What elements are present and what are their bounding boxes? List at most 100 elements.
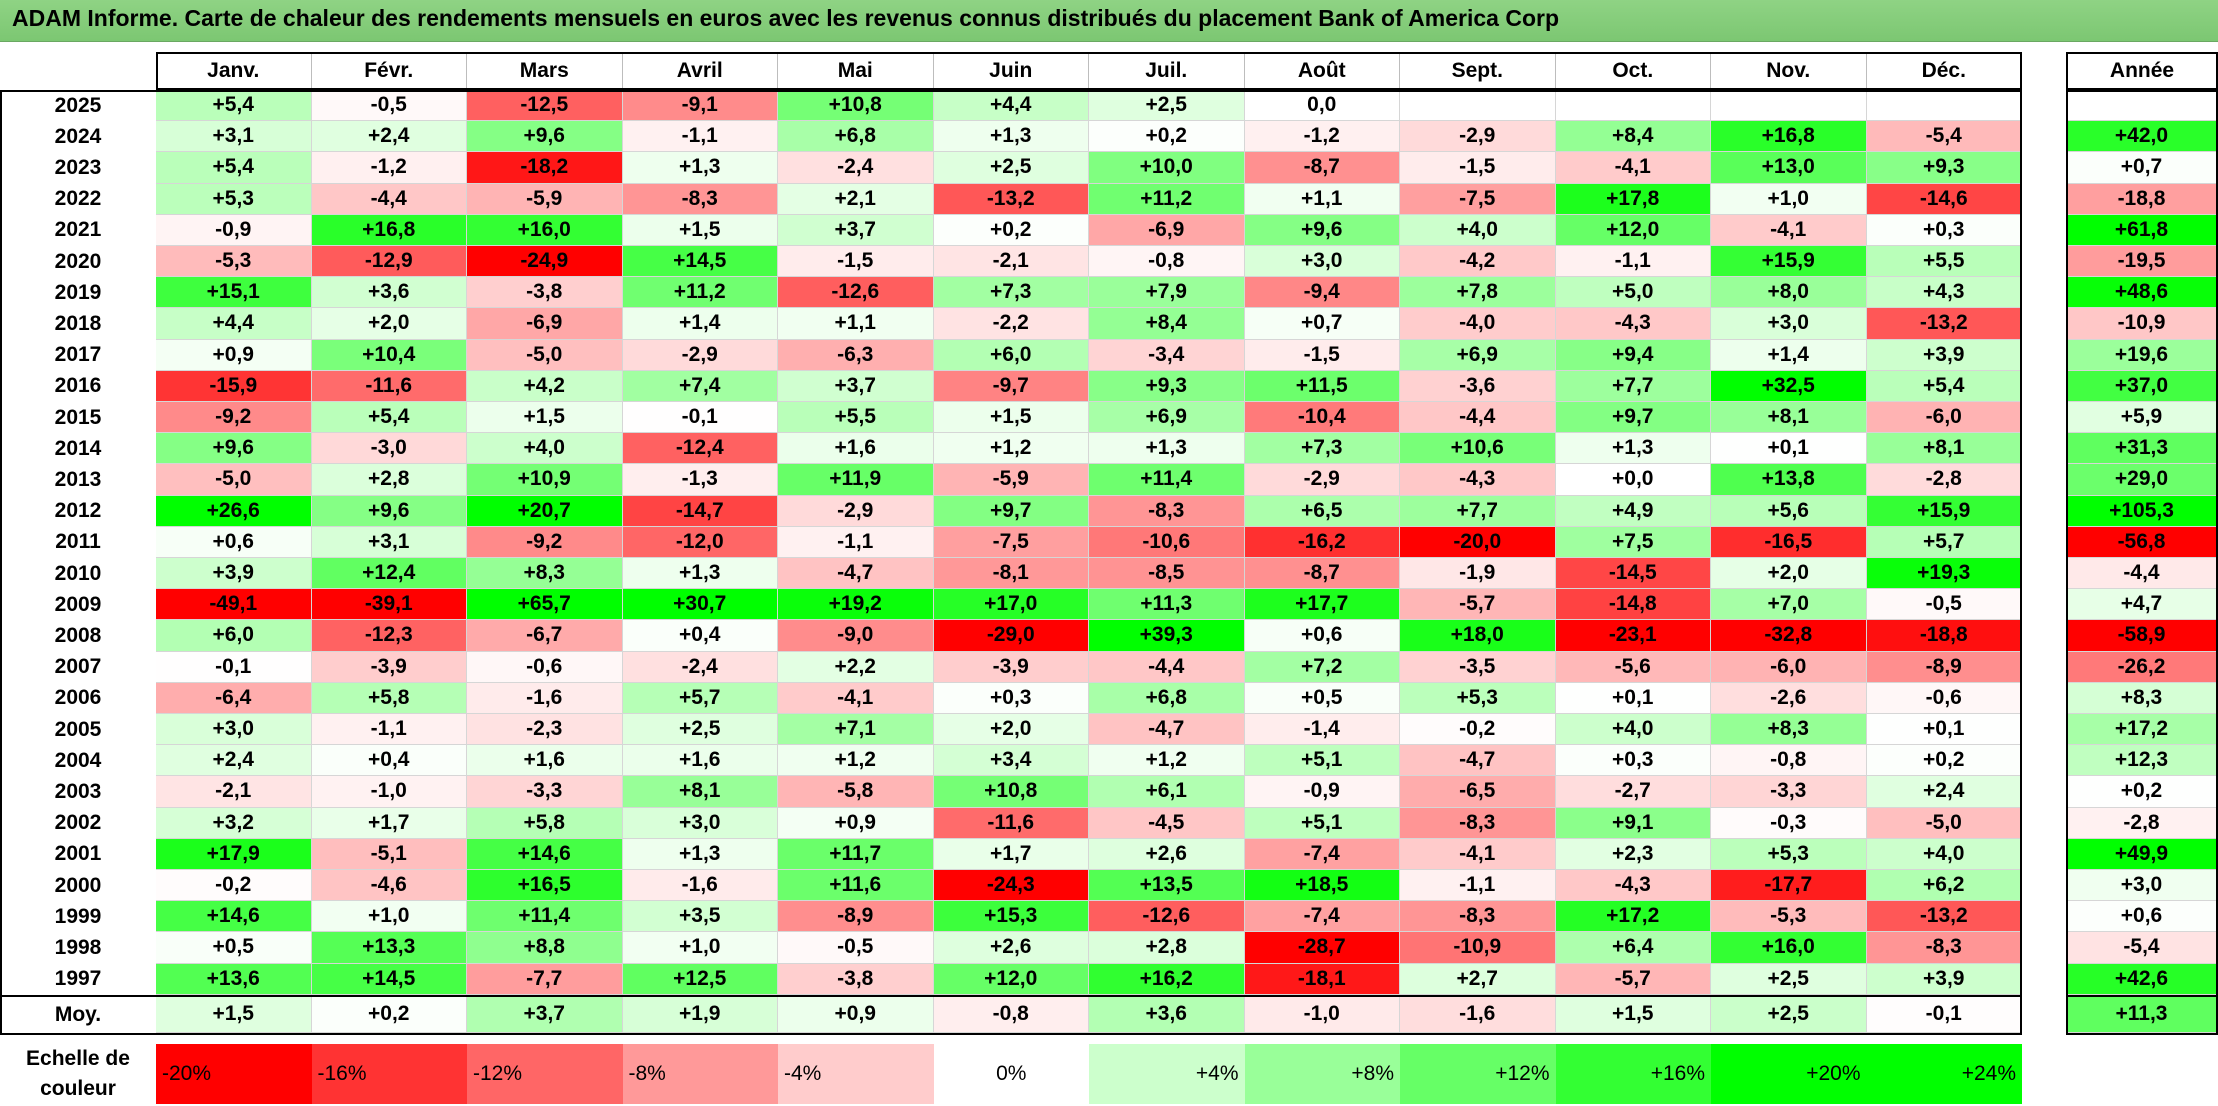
heatmap-cell: +3,6 xyxy=(311,277,467,309)
heatmap-cell: -23,1 xyxy=(1555,620,1711,652)
heatmap-cell: +10,8 xyxy=(778,90,934,122)
heatmap-cell: -7,4 xyxy=(1244,901,1400,933)
heatmap-cell: +9,1 xyxy=(1555,807,1711,839)
annual-return-cell: +3,0 xyxy=(2066,870,2218,902)
heatmap-cell: -1,6 xyxy=(467,682,623,714)
heatmap-cell: +1,3 xyxy=(622,558,778,590)
heatmap-cell: +20,7 xyxy=(467,495,623,527)
heatmap-cell: +6,0 xyxy=(156,620,312,652)
heatmap-cell: +0,3 xyxy=(1866,214,2022,246)
heatmap-cell: +7,9 xyxy=(1089,277,1245,309)
row-year-label: 2002 xyxy=(0,807,156,839)
annual-return-cell: +5,9 xyxy=(2066,402,2218,434)
average-cell: +2,5 xyxy=(1711,996,1867,1033)
heatmap-cell: +5,3 xyxy=(1711,838,1867,870)
heatmap-cell: +32,5 xyxy=(1711,370,1867,402)
heatmap-cell: +1,2 xyxy=(933,433,1089,465)
heatmap-cell: -8,3 xyxy=(622,183,778,215)
heatmap-cell: -13,2 xyxy=(933,183,1089,215)
heatmap-cell: -28,7 xyxy=(1244,932,1400,964)
heatmap-cell: -12,6 xyxy=(1089,901,1245,933)
heatmap-cell: -39,1 xyxy=(311,589,467,621)
heatmap-cell: -11,6 xyxy=(933,807,1089,839)
heatmap-cell: -0,5 xyxy=(1866,589,2022,621)
heatmap-cell: -3,9 xyxy=(933,651,1089,683)
heatmap-cell: -24,3 xyxy=(933,870,1089,902)
heatmap-cell: +4,0 xyxy=(467,433,623,465)
row-year-label: 2006 xyxy=(0,682,156,714)
heatmap-cell: +4,9 xyxy=(1555,495,1711,527)
heatmap-cell: +6,1 xyxy=(1089,776,1245,808)
heatmap-cell: +11,9 xyxy=(778,464,934,496)
heatmap-cell: -3,6 xyxy=(1400,370,1556,402)
heatmap-cell: +4,4 xyxy=(156,308,312,340)
heatmap-cell: -0,5 xyxy=(778,932,934,964)
heatmap-cell: -4,7 xyxy=(1089,714,1245,746)
heatmap-cell: -4,2 xyxy=(1400,246,1556,278)
heatmap-cell: +8,1 xyxy=(1866,433,2022,465)
annual-return-cell: +12,3 xyxy=(2066,745,2218,777)
heatmap-cell: -6,3 xyxy=(778,339,934,371)
heatmap-cell: +16,0 xyxy=(467,214,623,246)
heatmap-cell: +0,3 xyxy=(933,682,1089,714)
row-year-label: 2012 xyxy=(0,495,156,527)
color-scale-step: -20% xyxy=(156,1044,312,1104)
heatmap-cell: +3,4 xyxy=(933,745,1089,777)
row-year-label: 2024 xyxy=(0,121,156,153)
heatmap-cell: -8,1 xyxy=(933,558,1089,590)
heatmap-cell: +4,2 xyxy=(467,370,623,402)
heatmap-cell xyxy=(1555,90,1711,122)
heatmap-cell: +7,1 xyxy=(778,714,934,746)
heatmap-cell: -14,7 xyxy=(622,495,778,527)
annual-return-cell: +0,7 xyxy=(2066,152,2218,184)
heatmap-cell: +10,0 xyxy=(1089,152,1245,184)
heatmap-cell: +2,6 xyxy=(933,932,1089,964)
month-header: Nov. xyxy=(1711,52,1867,90)
heatmap-cell: +3,9 xyxy=(1866,963,2022,995)
heatmap-cell: +8,4 xyxy=(1555,121,1711,153)
heatmap-cell: +0,6 xyxy=(156,526,312,558)
heatmap-cell: -0,6 xyxy=(1866,682,2022,714)
heatmap-cell: +2,4 xyxy=(156,745,312,777)
heatmap-cell: -16,2 xyxy=(1244,526,1400,558)
heatmap-cell: -1,1 xyxy=(311,714,467,746)
heatmap-cell: -0,1 xyxy=(622,402,778,434)
heatmap-cell: +11,2 xyxy=(1089,183,1245,215)
row-year-label: 2020 xyxy=(0,246,156,278)
heatmap-cell: +16,8 xyxy=(311,214,467,246)
heatmap-cell: +4,4 xyxy=(933,90,1089,122)
heatmap-cell: +18,0 xyxy=(1400,620,1556,652)
heatmap-cell: +5,7 xyxy=(622,682,778,714)
annual-return-cell: -19,5 xyxy=(2066,246,2218,278)
heatmap-cell: +2,5 xyxy=(933,152,1089,184)
heatmap-cell: -6,0 xyxy=(1866,402,2022,434)
heatmap-cell: -5,0 xyxy=(156,464,312,496)
heatmap-cell: -4,7 xyxy=(778,558,934,590)
heatmap-cell: +0,9 xyxy=(156,339,312,371)
month-header: Févr. xyxy=(311,52,467,90)
heatmap-cell: -8,7 xyxy=(1244,152,1400,184)
heatmap-cell: -13,2 xyxy=(1866,901,2022,933)
heatmap-cell: +1,6 xyxy=(467,745,623,777)
row-year-label: 2016 xyxy=(0,370,156,402)
row-year-label: 2005 xyxy=(0,714,156,746)
heatmap-cell: -9,0 xyxy=(778,620,934,652)
heatmap-cell: -0,5 xyxy=(311,90,467,122)
heatmap-cell: +8,1 xyxy=(1711,402,1867,434)
heatmap-cell: -3,4 xyxy=(1089,339,1245,371)
heatmap-cell: +1,7 xyxy=(933,838,1089,870)
row-year-label: 2015 xyxy=(0,402,156,434)
heatmap-cell: +2,7 xyxy=(1400,963,1556,995)
heatmap-cell: -12,9 xyxy=(311,246,467,278)
heatmap-cell: -8,5 xyxy=(1089,558,1245,590)
heatmap-cell: +17,2 xyxy=(1555,901,1711,933)
heatmap-cell: -5,3 xyxy=(1711,901,1867,933)
heatmap-cell: +4,0 xyxy=(1400,214,1556,246)
heatmap-cell: +1,4 xyxy=(622,308,778,340)
heatmap-cell: -2,2 xyxy=(933,308,1089,340)
heatmap-cell: +15,9 xyxy=(1711,246,1867,278)
heatmap-cell: +19,3 xyxy=(1866,558,2022,590)
heatmap-cell: -2,9 xyxy=(1244,464,1400,496)
annual-return-cell: +19,6 xyxy=(2066,339,2218,371)
heatmap-cell: +11,6 xyxy=(778,870,934,902)
